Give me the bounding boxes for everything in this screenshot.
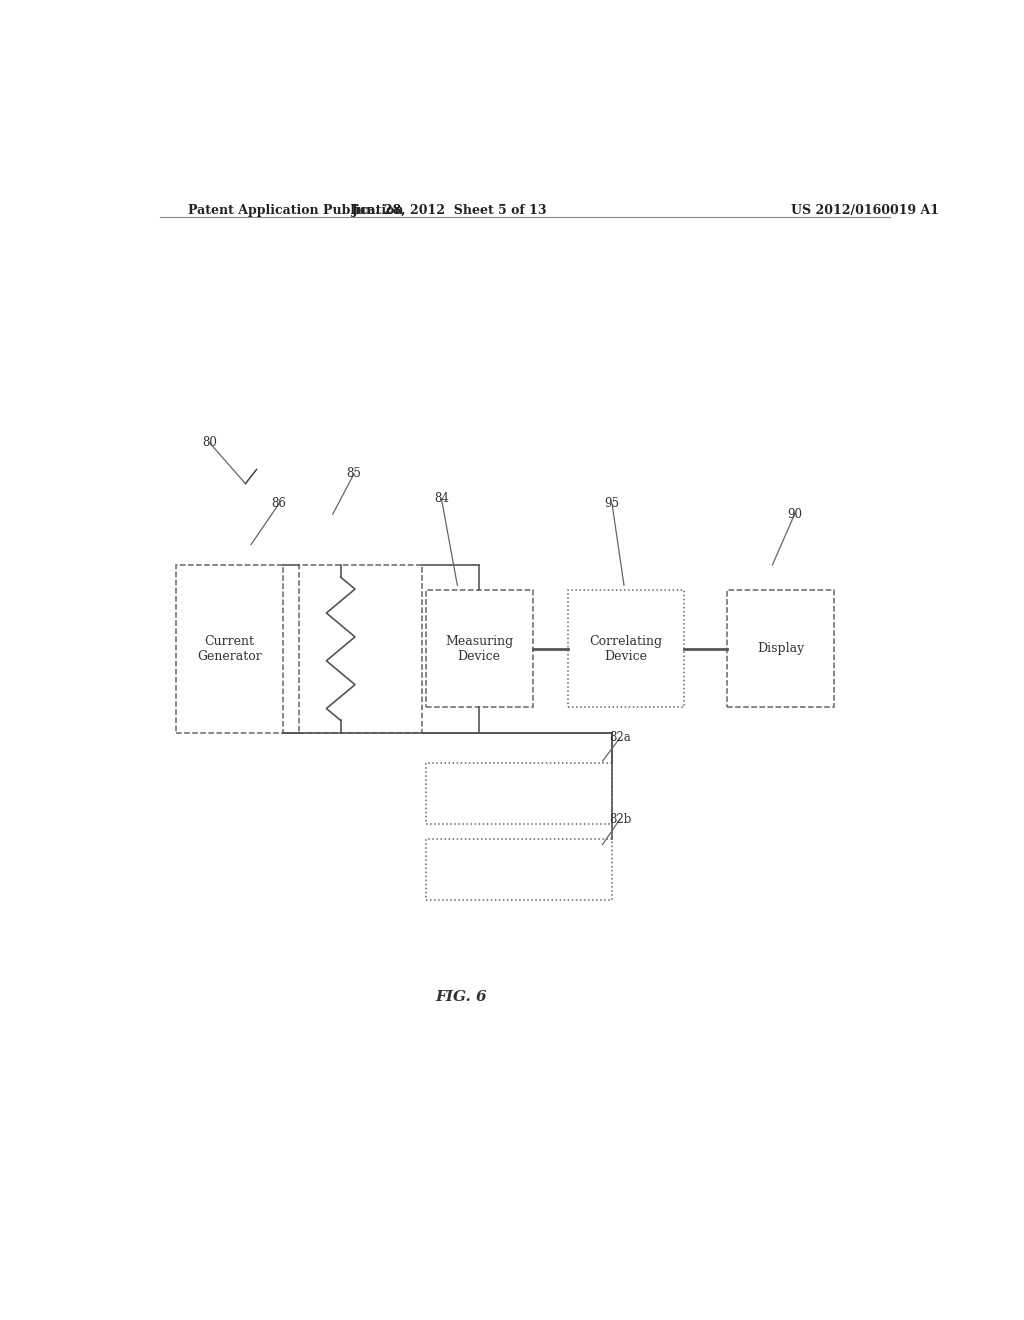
Text: Correlating
Device: Correlating Device [590, 635, 663, 663]
Text: 84: 84 [434, 492, 449, 506]
Bar [426, 840, 612, 900]
Bar [176, 565, 283, 733]
Text: FIG. 6: FIG. 6 [435, 990, 487, 1005]
Bar [299, 565, 422, 733]
Text: 82b: 82b [609, 813, 631, 825]
Text: 82a: 82a [609, 731, 631, 744]
Text: Display: Display [757, 643, 805, 655]
Bar [426, 590, 532, 708]
Text: US 2012/0160019 A1: US 2012/0160019 A1 [791, 205, 939, 216]
Text: Jun. 28, 2012  Sheet 5 of 13: Jun. 28, 2012 Sheet 5 of 13 [351, 205, 547, 216]
Text: 85: 85 [347, 467, 361, 480]
Bar [727, 590, 835, 708]
Bar [426, 763, 612, 824]
Text: Current
Generator: Current Generator [197, 635, 261, 663]
Text: Patent Application Publication: Patent Application Publication [187, 205, 403, 216]
Bar [568, 590, 684, 708]
Text: 86: 86 [271, 498, 287, 511]
Text: 95: 95 [604, 498, 620, 511]
Text: 80: 80 [203, 437, 217, 450]
Text: 90: 90 [787, 508, 802, 520]
Text: Measuring
Device: Measuring Device [445, 635, 513, 663]
